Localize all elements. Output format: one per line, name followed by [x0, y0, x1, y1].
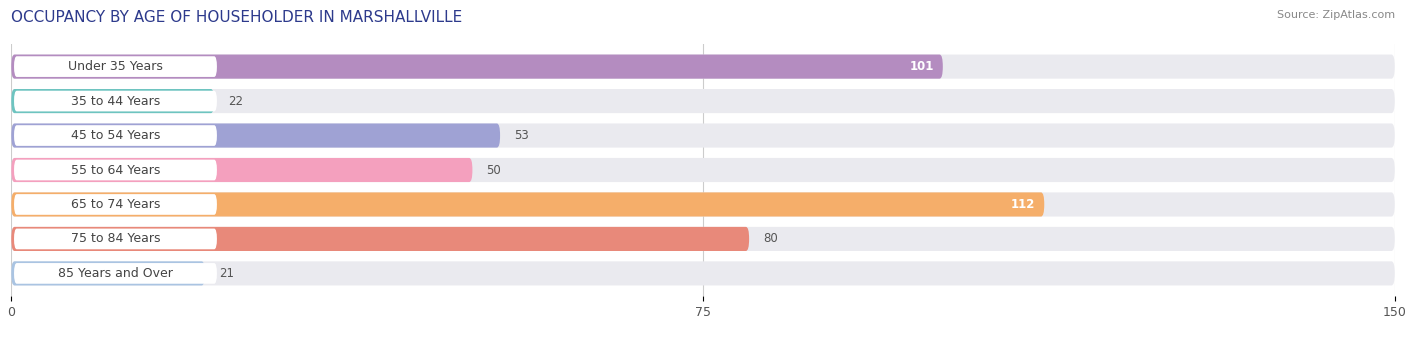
Text: 75 to 84 Years: 75 to 84 Years — [70, 233, 160, 245]
Text: 21: 21 — [219, 267, 233, 280]
Text: 35 to 44 Years: 35 to 44 Years — [70, 95, 160, 107]
Text: 50: 50 — [486, 164, 501, 176]
FancyBboxPatch shape — [14, 194, 217, 215]
FancyBboxPatch shape — [11, 192, 1045, 217]
Text: OCCUPANCY BY AGE OF HOUSEHOLDER IN MARSHALLVILLE: OCCUPANCY BY AGE OF HOUSEHOLDER IN MARSH… — [11, 10, 463, 25]
FancyBboxPatch shape — [14, 160, 217, 180]
Text: Under 35 Years: Under 35 Years — [67, 60, 163, 73]
FancyBboxPatch shape — [11, 54, 1395, 79]
Text: 80: 80 — [763, 233, 778, 245]
FancyBboxPatch shape — [14, 263, 217, 284]
Text: 112: 112 — [1011, 198, 1035, 211]
Text: 101: 101 — [910, 60, 934, 73]
FancyBboxPatch shape — [14, 56, 217, 77]
Text: 55 to 64 Years: 55 to 64 Years — [70, 164, 160, 176]
FancyBboxPatch shape — [11, 123, 501, 148]
FancyBboxPatch shape — [11, 261, 1395, 286]
Text: 45 to 54 Years: 45 to 54 Years — [70, 129, 160, 142]
Text: 53: 53 — [515, 129, 529, 142]
FancyBboxPatch shape — [11, 227, 749, 251]
Text: Source: ZipAtlas.com: Source: ZipAtlas.com — [1277, 10, 1395, 20]
FancyBboxPatch shape — [14, 228, 217, 249]
Text: 65 to 74 Years: 65 to 74 Years — [70, 198, 160, 211]
FancyBboxPatch shape — [11, 158, 1395, 182]
FancyBboxPatch shape — [11, 192, 1395, 217]
FancyBboxPatch shape — [14, 125, 217, 146]
FancyBboxPatch shape — [11, 54, 943, 79]
FancyBboxPatch shape — [11, 89, 214, 113]
FancyBboxPatch shape — [11, 89, 1395, 113]
Text: 22: 22 — [228, 95, 243, 107]
FancyBboxPatch shape — [11, 261, 205, 286]
FancyBboxPatch shape — [11, 123, 1395, 148]
FancyBboxPatch shape — [11, 158, 472, 182]
FancyBboxPatch shape — [14, 91, 217, 112]
Text: 85 Years and Over: 85 Years and Over — [58, 267, 173, 280]
FancyBboxPatch shape — [11, 227, 1395, 251]
